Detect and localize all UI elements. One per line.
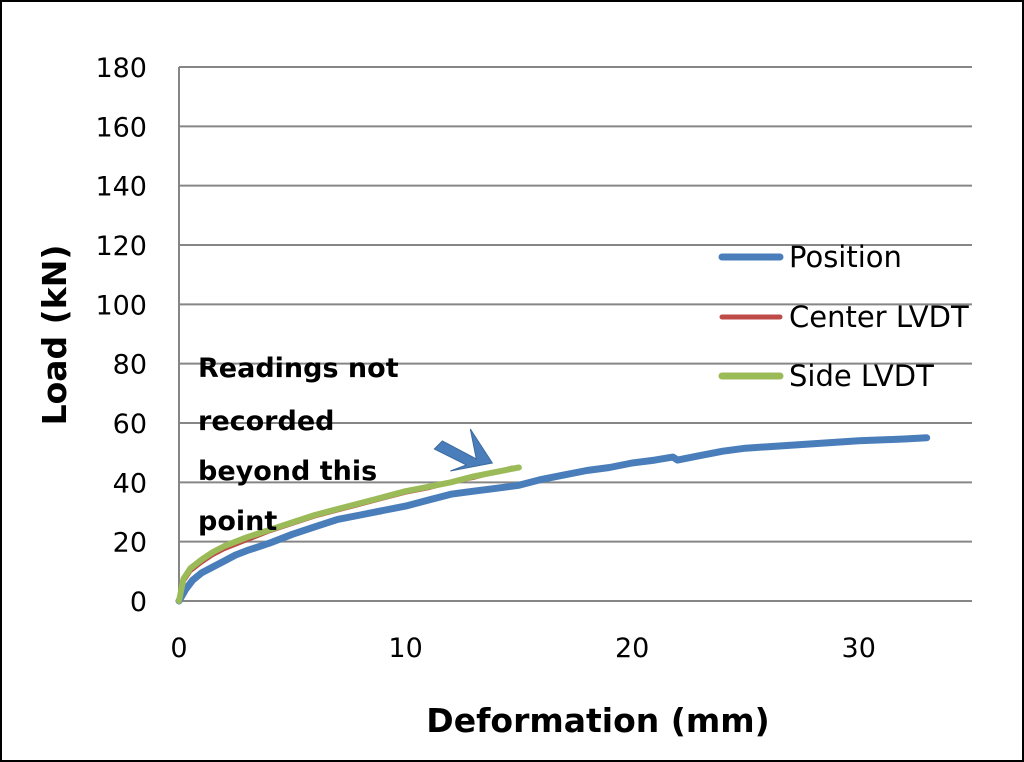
annotation-arrow: [433, 428, 494, 472]
annotation-text-line: beyond this: [198, 456, 377, 487]
gridlines: [179, 66, 972, 602]
legend-label: Side LVDT: [789, 359, 934, 393]
y-tick-label: 80: [113, 350, 147, 381]
x-tick-label: 0: [170, 633, 187, 664]
x-axis-title: Deformation (mm): [426, 701, 769, 740]
annotation-text-line: point: [198, 506, 277, 537]
plot-area: [175, 434, 931, 605]
legend: Position Center LVDT Side LVDT: [718, 240, 969, 393]
y-tick-label: 60: [113, 409, 147, 440]
annotation: Readings not recorded beyond this point: [198, 353, 494, 537]
y-tick-label: 0: [130, 587, 147, 618]
y-tick-label: 140: [95, 172, 147, 203]
axes: 0 20 40 60 80 100 120 140 160 180 0 10 20 30: [95, 53, 875, 664]
x-tick-label: 10: [388, 633, 422, 664]
legend-label: Position: [789, 240, 902, 274]
x-tick-label: 20: [615, 633, 649, 664]
series-line-position: [175, 434, 931, 605]
annotation-text-line: recorded: [198, 406, 334, 437]
y-axis-title: Load (kN): [35, 245, 74, 426]
y-tick-label: 20: [113, 528, 147, 559]
y-tick-label: 120: [95, 231, 147, 262]
y-tick-label: 100: [95, 290, 147, 321]
x-tick-label: 30: [842, 633, 876, 664]
series-line-side-lvdt: [176, 464, 522, 604]
y-tick-label: 180: [95, 53, 147, 84]
y-tick-label: 160: [95, 112, 147, 143]
legend-label: Center LVDT: [789, 300, 969, 334]
y-tick-label: 40: [113, 468, 147, 499]
annotation-text-line: Readings not: [198, 353, 399, 384]
